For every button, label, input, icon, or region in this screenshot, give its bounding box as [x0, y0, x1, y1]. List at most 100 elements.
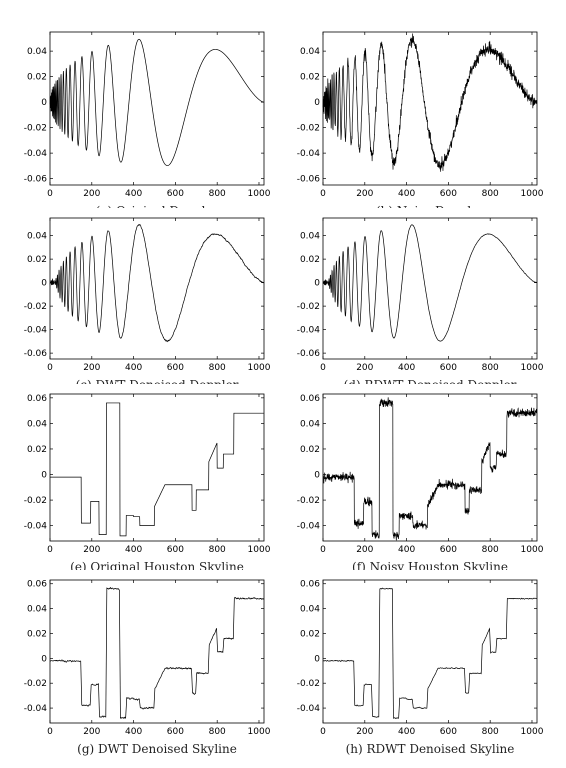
y-tick-label: 0: [41, 471, 47, 481]
y-tick-label: 0.04: [300, 419, 320, 429]
x-tick-label: 400: [125, 189, 142, 199]
y-tick-label: 0.02: [300, 629, 320, 639]
y-tick-label: -0.02: [24, 496, 47, 506]
y-tick-label: -0.04: [24, 522, 48, 532]
panel-caption: (a) Original Doppler: [96, 204, 219, 208]
x-tick-label: 400: [125, 727, 142, 737]
panel-caption: (g) DWT Denoised Skyline: [77, 742, 237, 756]
chart-panel-c: 0 200 400 600 800 1000 0.04 0.02 0 -0.02 -0.04 -0.0…: [24, 217, 271, 384]
x-tick-label: 800: [209, 727, 226, 737]
y-tick-label: -0.02: [297, 679, 320, 689]
x-tick-label: 800: [482, 727, 499, 737]
x-tick-label: 0: [320, 363, 326, 373]
y-tick-label: -0.04: [24, 704, 48, 714]
y-tick-label: 0.04: [300, 605, 320, 615]
panel-caption: (f) Noisy Houston Skyline: [352, 560, 508, 570]
y-tick-label: -0.04: [297, 522, 321, 532]
series-line: [322, 33, 538, 172]
x-tick-label: 0: [320, 545, 326, 555]
y-tick-label: -0.02: [24, 124, 47, 134]
y-tick-label: -0.06: [297, 175, 321, 185]
x-tick-label: 1000: [521, 189, 544, 199]
x-tick-label: 1000: [521, 727, 544, 737]
x-tick-label: 1000: [521, 363, 544, 373]
y-tick-label: 0: [41, 654, 47, 664]
plot-frame: [322, 217, 538, 360]
y-tick-label: 0.02: [27, 73, 47, 83]
y-tick-label: 0: [41, 279, 47, 289]
panel-caption: (c) DWT Denoised Doppler: [76, 378, 239, 384]
plot-frame: [322, 31, 538, 186]
x-tick-label: 600: [167, 363, 184, 373]
y-tick-label: -0.02: [24, 679, 47, 689]
x-tick-label: 200: [356, 189, 373, 199]
y-tick-label: 0: [314, 654, 320, 664]
y-tick-label: 0.06: [27, 394, 47, 404]
chart-panel-d: 0 200 400 600 800 1000 0.04 0.02 0 -0.02 -0.04 -0.0…: [297, 217, 544, 384]
x-tick-label: 800: [209, 363, 226, 373]
x-tick-label: 600: [440, 189, 457, 199]
x-tick-label: 800: [482, 363, 499, 373]
x-tick-label: 600: [440, 727, 457, 737]
chart-panel-f: 0 200 400 600 800 1000 0.06 0.04 0.02 0 -0.02 -0.04…: [297, 393, 544, 570]
chart-panel-h: 0 200 400 600 800 1000 0.06 0.04 0.02 0 -0.02 -0.04…: [297, 579, 544, 756]
series-line: [49, 224, 264, 343]
chart-panel-e: 0 200 400 600 800 1000 0.06 0.04 0.02 0 -0.02 -0.04…: [24, 393, 271, 570]
x-tick-label: 200: [83, 545, 100, 555]
chart-panel-g: 0 200 400 600 800 1000 0.06 0.04 0.02 0 -0.02 -0.04…: [24, 579, 271, 756]
x-tick-label: 0: [320, 727, 326, 737]
y-tick-label: 0.04: [27, 47, 47, 57]
x-tick-label: 400: [398, 545, 415, 555]
series-line: [50, 402, 264, 537]
x-tick-label: 200: [356, 727, 373, 737]
y-tick-label: 0.02: [27, 255, 47, 265]
y-tick-label: -0.04: [24, 326, 48, 336]
series-line: [49, 38, 264, 166]
plot-frame: [49, 31, 265, 186]
x-tick-label: 400: [125, 545, 142, 555]
x-tick-label: 0: [47, 545, 53, 555]
y-tick-label: 0.06: [27, 580, 47, 590]
x-tick-label: 600: [440, 363, 457, 373]
panel-caption: (e) Original Houston Skyline: [70, 560, 244, 570]
x-tick-label: 200: [356, 363, 373, 373]
y-tick-label: 0.02: [300, 73, 320, 83]
x-tick-label: 0: [320, 189, 326, 199]
y-tick-label: -0.04: [297, 149, 321, 159]
y-tick-label: 0.02: [300, 255, 320, 265]
plot-frame: [322, 579, 538, 724]
plot-frame: [49, 393, 265, 542]
x-tick-label: 0: [47, 727, 53, 737]
series-line: [322, 224, 537, 342]
x-tick-label: 600: [167, 545, 184, 555]
y-tick-label: -0.04: [297, 704, 321, 714]
y-tick-label: -0.02: [24, 302, 47, 312]
x-tick-label: 1000: [521, 545, 544, 555]
y-tick-label: 0.02: [300, 445, 320, 455]
x-tick-label: 1000: [248, 727, 271, 737]
plot-frame: [49, 579, 265, 724]
y-tick-label: 0: [314, 279, 320, 289]
y-tick-label: 0.04: [27, 232, 47, 242]
x-tick-label: 200: [83, 727, 100, 737]
x-tick-label: 800: [209, 189, 226, 199]
x-tick-label: 400: [398, 189, 415, 199]
x-tick-label: 0: [47, 189, 53, 199]
panel-caption: (h) RDWT Denoised Skyline: [346, 742, 515, 756]
chart-panel-b: 0 200 400 600 800 1000 0.04 0.02 0 -0.02 -0.04 -0.0…: [297, 31, 544, 208]
y-tick-label: -0.06: [24, 349, 48, 359]
series-line: [322, 397, 538, 541]
x-tick-label: 0: [47, 363, 53, 373]
y-tick-label: 0: [314, 471, 320, 481]
plot-frame: [49, 217, 265, 360]
y-tick-label: -0.06: [24, 175, 48, 185]
x-tick-label: 200: [356, 545, 373, 555]
x-tick-label: 600: [440, 545, 457, 555]
x-tick-label: 400: [125, 363, 142, 373]
y-tick-label: 0: [314, 98, 320, 108]
x-tick-label: 200: [83, 189, 100, 199]
x-tick-label: 600: [167, 189, 184, 199]
x-tick-label: 1000: [248, 189, 271, 199]
y-tick-label: 0.04: [300, 232, 320, 242]
